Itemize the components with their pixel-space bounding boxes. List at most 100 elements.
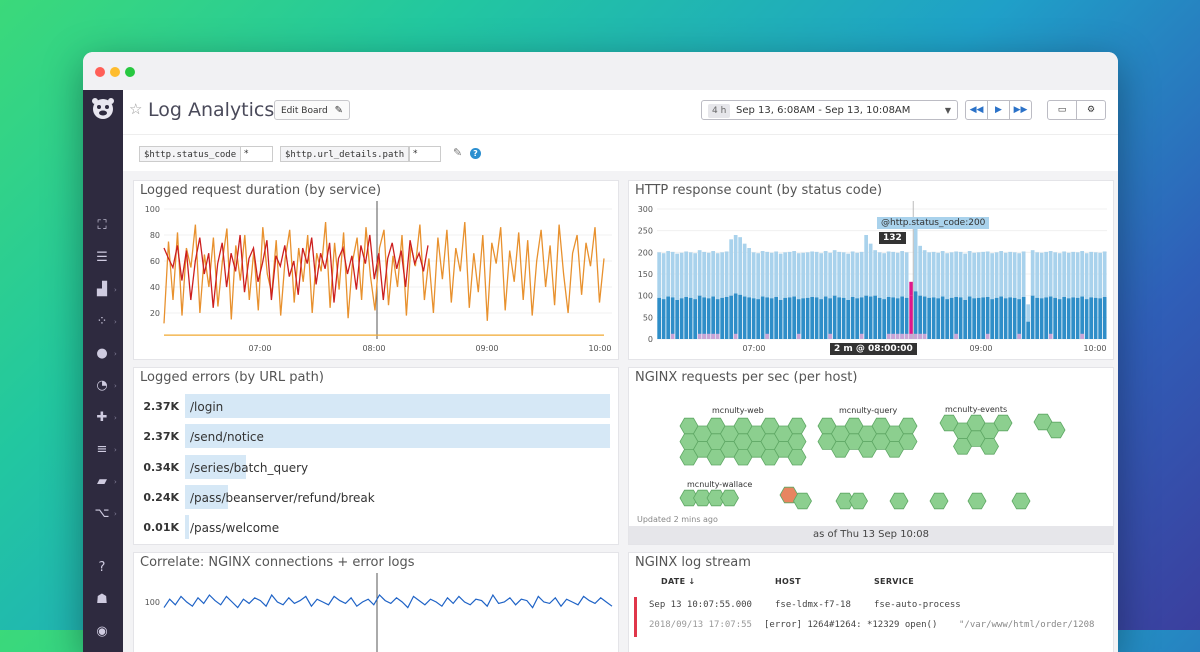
time-range-select[interactable]: 4 h Sep 13, 6:08AM - Sep 13, 10:08AM ▼ xyxy=(701,100,958,120)
bar-lower xyxy=(1008,297,1012,339)
template-variables-bar: $http.status_code * $http.url_details.pa… xyxy=(123,134,1118,171)
bar-upper xyxy=(1030,250,1035,296)
error-count: 0.01K xyxy=(143,521,179,535)
host-hex xyxy=(793,492,812,510)
duration-panel: Logged request duration (by service) 20 4… xyxy=(133,180,619,360)
rewind-button[interactable]: ◀◀ xyxy=(965,100,988,120)
error-path: /pass/beanserver/refund/break xyxy=(190,490,375,505)
maximize-window-button[interactable] xyxy=(125,67,135,77)
pencil-icon[interactable]: ✎ xyxy=(453,146,463,159)
bar-upper xyxy=(1062,251,1066,297)
column-header-date[interactable]: DATE ↓ xyxy=(661,577,696,586)
bar-upper xyxy=(814,251,819,298)
infrastructure-icon[interactable]: ⁘ xyxy=(96,314,108,329)
bar-upper xyxy=(891,251,895,298)
bar-upper xyxy=(724,251,729,297)
bar-other xyxy=(1080,333,1084,339)
http-panel: HTTP response count (by status code) 0 50… xyxy=(628,180,1114,360)
x-tick-label: 07:00 xyxy=(742,344,765,353)
bar-upper xyxy=(999,251,1003,297)
bar-lower xyxy=(918,295,922,339)
tv-mode-button[interactable]: ▭ xyxy=(1047,100,1077,120)
bar-lower xyxy=(1093,297,1098,339)
error-row[interactable]: 0.24K/pass/beanserver/refund/break xyxy=(134,484,618,511)
bar-lower xyxy=(729,295,733,339)
bar-other xyxy=(796,333,801,339)
close-window-button[interactable] xyxy=(95,67,105,77)
template-var-input[interactable]: * xyxy=(240,146,273,162)
bar-upper xyxy=(729,239,733,296)
bar-upper xyxy=(1012,252,1017,298)
logo-icon[interactable] xyxy=(90,96,116,122)
host-hex xyxy=(898,433,918,450)
bar-upper xyxy=(1066,252,1071,299)
edit-board-button[interactable]: Edit Board ✎ xyxy=(274,100,350,120)
column-header-service[interactable]: SERVICE xyxy=(874,577,914,586)
panel-title: Logged errors (by URL path) xyxy=(140,370,324,385)
correlate-chart[interactable]: 100 xyxy=(134,573,619,652)
error-row[interactable]: 2.37K/send/notice xyxy=(134,424,618,450)
help-icon[interactable]: ? xyxy=(470,148,481,159)
forward-button[interactable]: ▶▶ xyxy=(1009,100,1032,120)
template-var-input[interactable]: * xyxy=(409,146,441,162)
host-hex xyxy=(980,438,999,455)
binoculars-icon[interactable]: ⛶ xyxy=(97,218,107,233)
bar-upper xyxy=(1057,253,1062,300)
notebook-icon[interactable]: ▰ xyxy=(97,474,107,489)
bar-lower xyxy=(1062,296,1066,339)
bar-other xyxy=(886,333,891,339)
bar-lower xyxy=(814,297,819,339)
log-row[interactable]: Sep 13 10:07:55.000 fse-ldmx-f7-18 fse-a… xyxy=(629,597,1113,637)
bar-lower xyxy=(913,291,918,339)
error-row[interactable]: 0.01K/pass/welcome xyxy=(134,515,618,541)
rewind-icon: ◀◀ xyxy=(969,105,984,115)
chevron-down-icon: ▼ xyxy=(944,106,951,115)
log-path: "/var/www/html/order/1208 xyxy=(959,620,1095,630)
play-button[interactable]: ▶ xyxy=(987,100,1010,120)
bar-upper xyxy=(805,252,810,298)
avatar[interactable]: ◉ xyxy=(96,624,108,639)
duration-chart[interactable]: 20 40 60 80 100 07:00 08:00 09:00 10:00 xyxy=(134,201,619,360)
bar-upper xyxy=(877,252,882,298)
synthetics-icon[interactable]: ⌥ xyxy=(94,506,110,521)
y-tick-label: 60 xyxy=(150,257,160,266)
star-icon[interactable]: ☆ xyxy=(129,100,143,118)
list-icon[interactable]: ☰ xyxy=(96,250,108,265)
dashboard-icon[interactable]: ▟ xyxy=(97,282,107,297)
bar-upper xyxy=(711,251,715,297)
error-row[interactable]: 0.34K/series/batch_query xyxy=(134,454,618,481)
host-hex xyxy=(889,492,909,510)
hostmap[interactable] xyxy=(629,368,1114,545)
log-message: [error] 1264#1264: *12329 open() xyxy=(764,620,938,630)
alert-icon[interactable]: ● xyxy=(96,346,108,361)
time-range-label: Sep 13, 6:08AM - Sep 13, 10:08AM xyxy=(736,105,911,116)
error-count: 2.37K xyxy=(143,400,179,413)
bar-lower xyxy=(1057,299,1062,339)
bar-upper xyxy=(796,253,801,300)
help-icon[interactable]: ? xyxy=(98,560,106,575)
y-tick-label: 200 xyxy=(638,248,653,257)
logs-icon[interactable]: ≡ xyxy=(96,442,108,457)
log-row[interactable]: 2018/09/13 17:07:55 [error] 1264#1264: *… xyxy=(629,617,1113,637)
bar-lower xyxy=(693,299,697,339)
puzzle-icon[interactable]: ✚ xyxy=(96,410,108,425)
column-header-host[interactable]: HOST xyxy=(775,577,801,586)
minimize-window-button[interactable] xyxy=(110,67,120,77)
bar-other xyxy=(904,333,909,339)
team-icon[interactable]: ☗ xyxy=(96,592,108,607)
settings-button[interactable]: ⚙ xyxy=(1076,100,1106,120)
bar-lower xyxy=(679,298,684,339)
bar-upper xyxy=(823,251,828,297)
error-row[interactable]: 2.37K/login xyxy=(134,394,618,420)
bar-upper xyxy=(1093,252,1098,298)
bar-lower xyxy=(940,296,945,339)
y-tick-label: 50 xyxy=(643,313,653,322)
bar-lower xyxy=(868,296,873,339)
bar-lower xyxy=(936,298,940,339)
bar-upper xyxy=(1098,252,1102,299)
host-label: mcnulty-web xyxy=(712,406,764,415)
bar-lower xyxy=(774,296,778,339)
gauge-icon[interactable]: ◔ xyxy=(96,378,108,393)
chevron-right-icon: › xyxy=(114,286,117,294)
